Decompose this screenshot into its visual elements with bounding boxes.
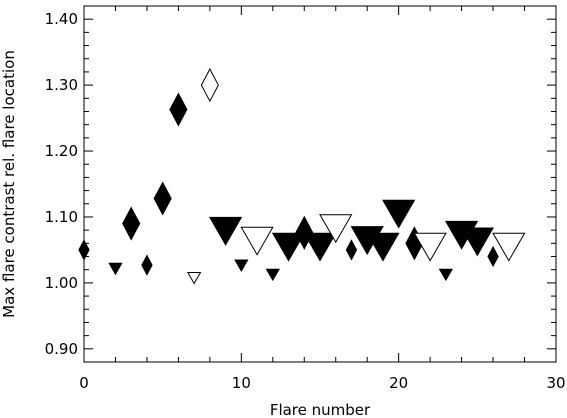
x-tick-label: 20 xyxy=(389,374,408,392)
triangle-point xyxy=(460,227,494,257)
triangle-point xyxy=(186,272,202,285)
x-tick-label: 10 xyxy=(232,374,251,392)
data-points xyxy=(78,68,526,285)
triangle-point xyxy=(492,232,526,262)
diamond-point xyxy=(169,92,188,127)
axis-ticks: 0 10 20 30 0.90 1.00 1.10 1.20 1.30 1.40 xyxy=(45,5,566,392)
triangle-point xyxy=(271,232,306,262)
y-tick-label: 1.10 xyxy=(45,208,78,226)
triangle-point xyxy=(366,232,400,262)
diamond-point xyxy=(487,245,499,268)
y-tick-label: 0.90 xyxy=(45,340,78,358)
x-tick-label: 30 xyxy=(546,374,565,392)
triangle-point xyxy=(303,232,337,262)
plot-frame xyxy=(83,5,557,363)
y-tick-label: 1.00 xyxy=(45,274,78,292)
y-tick-label: 1.40 xyxy=(45,10,78,28)
triangle-point xyxy=(108,262,123,276)
triangle-point xyxy=(413,232,447,262)
triangle-point xyxy=(319,214,353,244)
y-tick-label: 1.30 xyxy=(45,76,78,94)
triangle-point xyxy=(382,199,416,229)
triangle-point xyxy=(240,226,274,256)
y-axis-label: Max flare contrast rel. flare location xyxy=(0,50,18,318)
triangle-point xyxy=(265,268,280,282)
y-tick-label: 1.20 xyxy=(45,142,78,160)
diamond-point xyxy=(200,68,219,103)
x-axis-label: Flare number xyxy=(270,401,371,418)
triangle-point xyxy=(234,259,249,272)
x-tick-label: 0 xyxy=(79,374,89,392)
diamond-point xyxy=(122,206,141,241)
diamond-point xyxy=(153,181,172,216)
triangle-point xyxy=(438,268,454,282)
diamond-point xyxy=(345,239,358,261)
diamond-point xyxy=(141,254,153,276)
triangle-point xyxy=(208,216,243,246)
